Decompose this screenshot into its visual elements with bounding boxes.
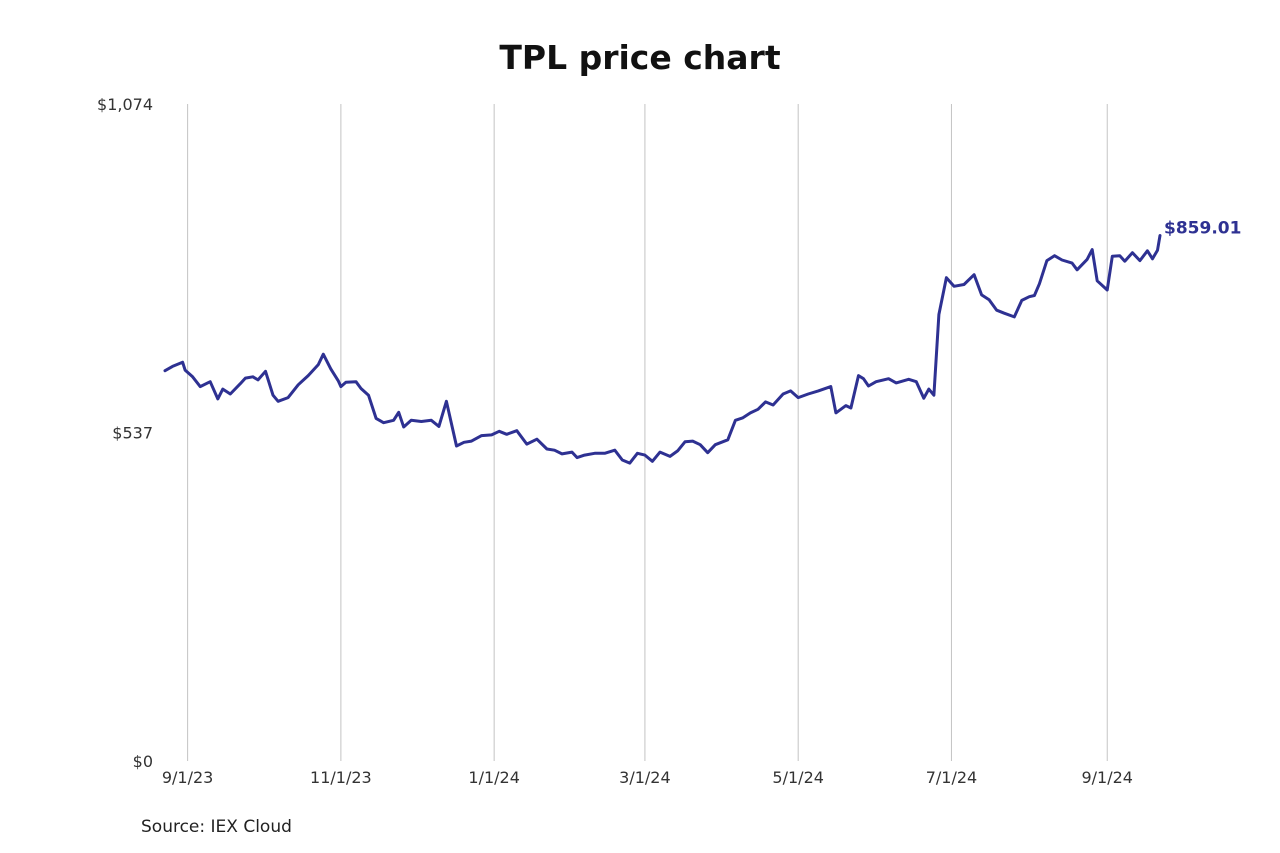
y-tick-label: $0 <box>133 752 153 771</box>
price-series-line <box>163 234 1162 465</box>
chart-title: TPL price chart <box>499 38 781 77</box>
x-tick-label: 1/1/24 <box>468 768 520 787</box>
x-axis: 9/1/23 11/1/23 1/1/24 3/1/24 5/1/24 7/1/24 9/1… <box>162 768 1133 787</box>
last-price-label: $859.01 <box>1164 219 1241 239</box>
x-tick-label: 9/1/24 <box>1081 768 1133 787</box>
grid <box>187 104 1108 761</box>
x-tick-label: 7/1/24 <box>926 768 978 787</box>
y-tick-label: $537 <box>112 424 153 443</box>
source-note: Source: IEX Cloud <box>141 817 292 837</box>
x-tick-label: 11/1/23 <box>310 768 372 787</box>
x-tick-label: 3/1/24 <box>619 768 671 787</box>
x-tick-label: 9/1/23 <box>162 768 214 787</box>
x-tick-label: 5/1/24 <box>772 768 824 787</box>
y-tick-label: $1,074 <box>97 95 153 114</box>
y-axis: $0 $537 $1,074 <box>97 95 153 771</box>
